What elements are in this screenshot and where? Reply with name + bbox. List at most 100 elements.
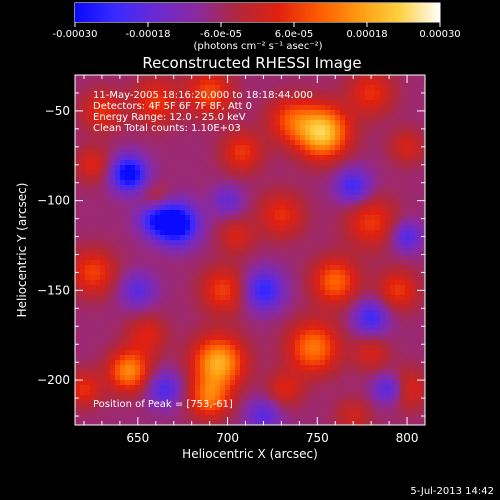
- heatmap-cell: [390, 165, 396, 171]
- heatmap-cell: [145, 360, 151, 366]
- heatmap-cell: [345, 200, 351, 206]
- heatmap-cell: [395, 205, 401, 211]
- heatmap-cell: [180, 250, 186, 256]
- heatmap-cell: [265, 300, 271, 306]
- heatmap-cell: [125, 405, 131, 411]
- heatmap-cell: [75, 105, 81, 111]
- heatmap-cell: [125, 230, 131, 236]
- heatmap-cell: [100, 80, 106, 86]
- heatmap-cell: [105, 170, 111, 176]
- heatmap-cell: [180, 305, 186, 311]
- heatmap-cell: [215, 100, 221, 106]
- heatmap-cell: [350, 105, 356, 111]
- heatmap-cell: [225, 115, 231, 121]
- heatmap-cell: [340, 280, 346, 286]
- heatmap-cell: [110, 250, 116, 256]
- heatmap-cell: [200, 130, 206, 136]
- heatmap-cell: [390, 190, 396, 196]
- heatmap-cell: [130, 290, 136, 296]
- heatmap-cell: [135, 95, 141, 101]
- heatmap-cell: [390, 120, 396, 126]
- heatmap-cell: [140, 95, 146, 101]
- heatmap-cell: [390, 140, 396, 146]
- heatmap-cell: [385, 100, 391, 106]
- heatmap-cell: [225, 165, 231, 171]
- heatmap-cell: [165, 140, 171, 146]
- heatmap-cell: [410, 260, 416, 266]
- heatmap-cell: [170, 75, 176, 81]
- heatmap-cell: [140, 180, 146, 186]
- heatmap-cell: [275, 180, 281, 186]
- colorbar-cell: [322, 3, 326, 22]
- heatmap-cell: [395, 270, 401, 276]
- heatmap-cell: [415, 175, 421, 181]
- heatmap-cell: [195, 290, 201, 296]
- heatmap-cell: [255, 325, 261, 331]
- heatmap-cell: [350, 205, 356, 211]
- colorbar-cell: [352, 3, 356, 22]
- heatmap-cell: [225, 185, 231, 191]
- heatmap-cell: [220, 165, 226, 171]
- heatmap-cell: [285, 245, 291, 251]
- heatmap-cell: [195, 335, 201, 341]
- heatmap-cell: [90, 140, 96, 146]
- heatmap-cell: [265, 345, 271, 351]
- heatmap-cell: [315, 295, 321, 301]
- heatmap-cell: [260, 185, 266, 191]
- heatmap-cell: [395, 240, 401, 246]
- heatmap-cell: [315, 375, 321, 381]
- heatmap-cell: [220, 90, 226, 96]
- heatmap-cell: [385, 345, 391, 351]
- heatmap-cell: [200, 170, 206, 176]
- heatmap-cell: [125, 105, 131, 111]
- heatmap-cell: [120, 220, 126, 226]
- heatmap-cell: [280, 365, 286, 371]
- heatmap-cell: [295, 75, 301, 81]
- heatmap-cell: [370, 330, 376, 336]
- heatmap-cell: [195, 280, 201, 286]
- heatmap-cell: [335, 330, 341, 336]
- heatmap-cell: [260, 170, 266, 176]
- heatmap-cell: [75, 240, 81, 246]
- heatmap-cell: [100, 395, 106, 401]
- heatmap-cell: [235, 285, 241, 291]
- heatmap-cell: [405, 415, 411, 421]
- heatmap-cell: [420, 155, 426, 161]
- heatmap-cell: [290, 180, 296, 186]
- heatmap-cell: [360, 395, 366, 401]
- heatmap-cell: [275, 400, 281, 406]
- heatmap-cell: [100, 125, 106, 131]
- heatmap-cell: [115, 380, 121, 386]
- heatmap-cell: [320, 240, 326, 246]
- heatmap-cell: [375, 235, 381, 241]
- heatmap-cell: [150, 365, 156, 371]
- heatmap-cell: [225, 155, 231, 161]
- heatmap-cell: [200, 325, 206, 331]
- heatmap-cell: [400, 220, 406, 226]
- heatmap-cell: [260, 130, 266, 136]
- heatmap-cell: [200, 135, 206, 141]
- heatmap-cell: [245, 220, 251, 226]
- heatmap-cell: [410, 215, 416, 221]
- heatmap-cell: [220, 320, 226, 326]
- heatmap-cell: [360, 320, 366, 326]
- heatmap-cell: [240, 310, 246, 316]
- heatmap-cell: [155, 105, 161, 111]
- heatmap-cell: [300, 280, 306, 286]
- heatmap-cell: [255, 95, 261, 101]
- heatmap-cell: [260, 305, 266, 311]
- heatmap-cell: [300, 410, 306, 416]
- heatmap-cell: [170, 145, 176, 151]
- heatmap-cell: [125, 415, 131, 421]
- heatmap-cell: [200, 85, 206, 91]
- heatmap-cell: [335, 305, 341, 311]
- heatmap-cell: [355, 415, 361, 421]
- heatmap-cell: [105, 175, 111, 181]
- heatmap-cell: [115, 75, 121, 81]
- heatmap-cell: [400, 360, 406, 366]
- heatmap-cell: [410, 295, 416, 301]
- heatmap-cell: [195, 160, 201, 166]
- heatmap-cell: [355, 260, 361, 266]
- heatmap-cell: [415, 345, 421, 351]
- heatmap-cell: [275, 380, 281, 386]
